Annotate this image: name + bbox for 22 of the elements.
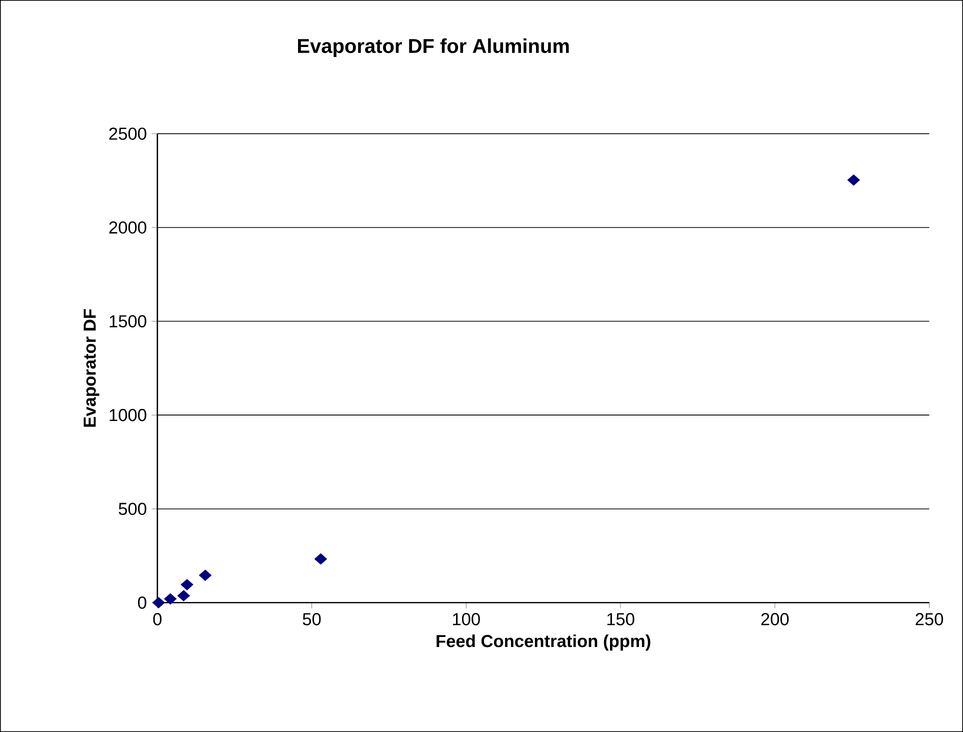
y-tick-label: 0: [138, 596, 146, 609]
y-tick-label: 500: [118, 502, 146, 515]
point: [164, 593, 177, 604]
y-axis-title: Evaporator DF: [84, 309, 100, 427]
y-tick-label: 1500: [110, 315, 146, 328]
point: [847, 174, 860, 186]
y-tick-label: 1000: [110, 408, 146, 422]
y-tick-label: 2000: [109, 221, 146, 234]
chart-title: Evaporator DF for Aluminum: [298, 38, 569, 58]
x-tick-label: 100: [453, 613, 480, 626]
point: [152, 597, 165, 608]
x-tick-label: 200: [761, 613, 789, 626]
y-tick-label: 2500: [109, 128, 146, 140]
x-tick-label: 150: [607, 613, 634, 626]
x-tick-label: 0: [153, 613, 162, 626]
point: [198, 570, 212, 581]
x-tick-label: 50: [302, 613, 321, 626]
x-tick-label: 250: [916, 613, 944, 626]
point: [180, 579, 194, 590]
point: [314, 553, 327, 565]
point: [177, 590, 190, 602]
x-axis-title: Feed Concentration (ppm): [436, 634, 650, 651]
